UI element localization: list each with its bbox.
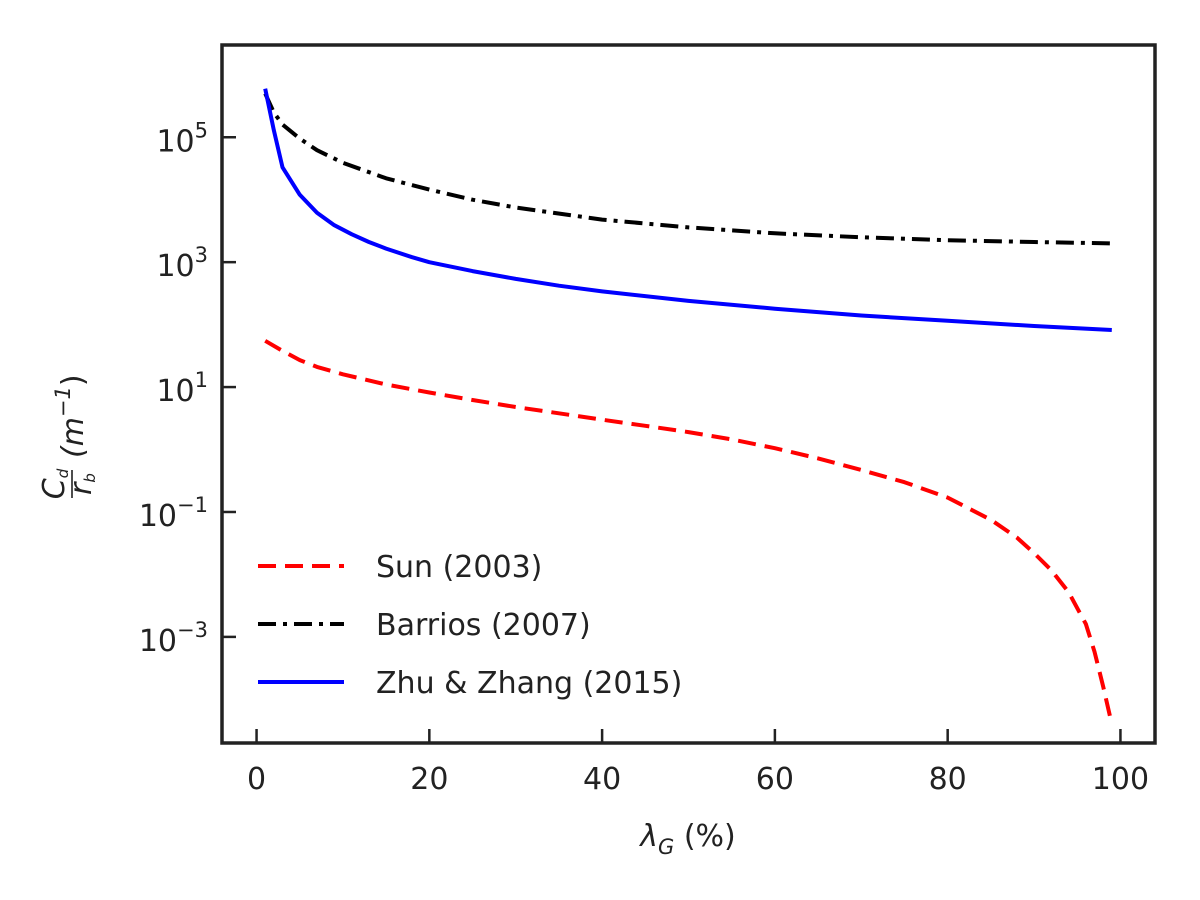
y-axis-unit: (m−1): [51, 374, 91, 458]
x-axis-subscript: G: [658, 835, 674, 859]
x-axis-unit: (%): [674, 819, 735, 854]
y-tick-label: 105: [156, 118, 208, 159]
y-axis-fraction-denominator: rb: [64, 473, 99, 495]
legend: Sun (2003) Barrios (2007) Zhu & Zhang (201…: [258, 550, 682, 701]
y-axis-label: Cd rb (m−1): [37, 374, 99, 499]
x-tick-label: 100: [1092, 762, 1149, 797]
y-axis-fraction-numerator: Cd: [37, 468, 72, 499]
legend-label: Barrios (2007): [376, 608, 591, 643]
x-tick-label: 40: [583, 762, 621, 797]
plot-frame: [220, 43, 1157, 745]
y-tick-label: 103: [156, 243, 208, 284]
y-tick-label: 101: [156, 368, 208, 409]
x-axis-symbol: λ: [638, 819, 658, 854]
x-axis-label: λG (%): [638, 819, 736, 859]
legend-label: Zhu & Zhang (2015): [376, 666, 682, 701]
x-tick-label: 20: [410, 762, 448, 797]
x-tick-label: 0: [247, 762, 266, 797]
y-tick-label: 10−1: [139, 493, 208, 534]
y-tick-label: 10−3: [139, 618, 208, 659]
series-line-1: [264, 339, 1114, 725]
legend-label: Sun (2003): [376, 550, 542, 585]
x-tick-label: 60: [756, 762, 794, 797]
series-layer: [263, 88, 1114, 725]
series-line-2: [263, 92, 1112, 246]
series-line-3: [263, 88, 1112, 332]
x-tick-label: 80: [929, 762, 967, 797]
tick-layer: 0 20 40 60 80 100 105 103 101 10−1 10−3: [139, 118, 1149, 797]
